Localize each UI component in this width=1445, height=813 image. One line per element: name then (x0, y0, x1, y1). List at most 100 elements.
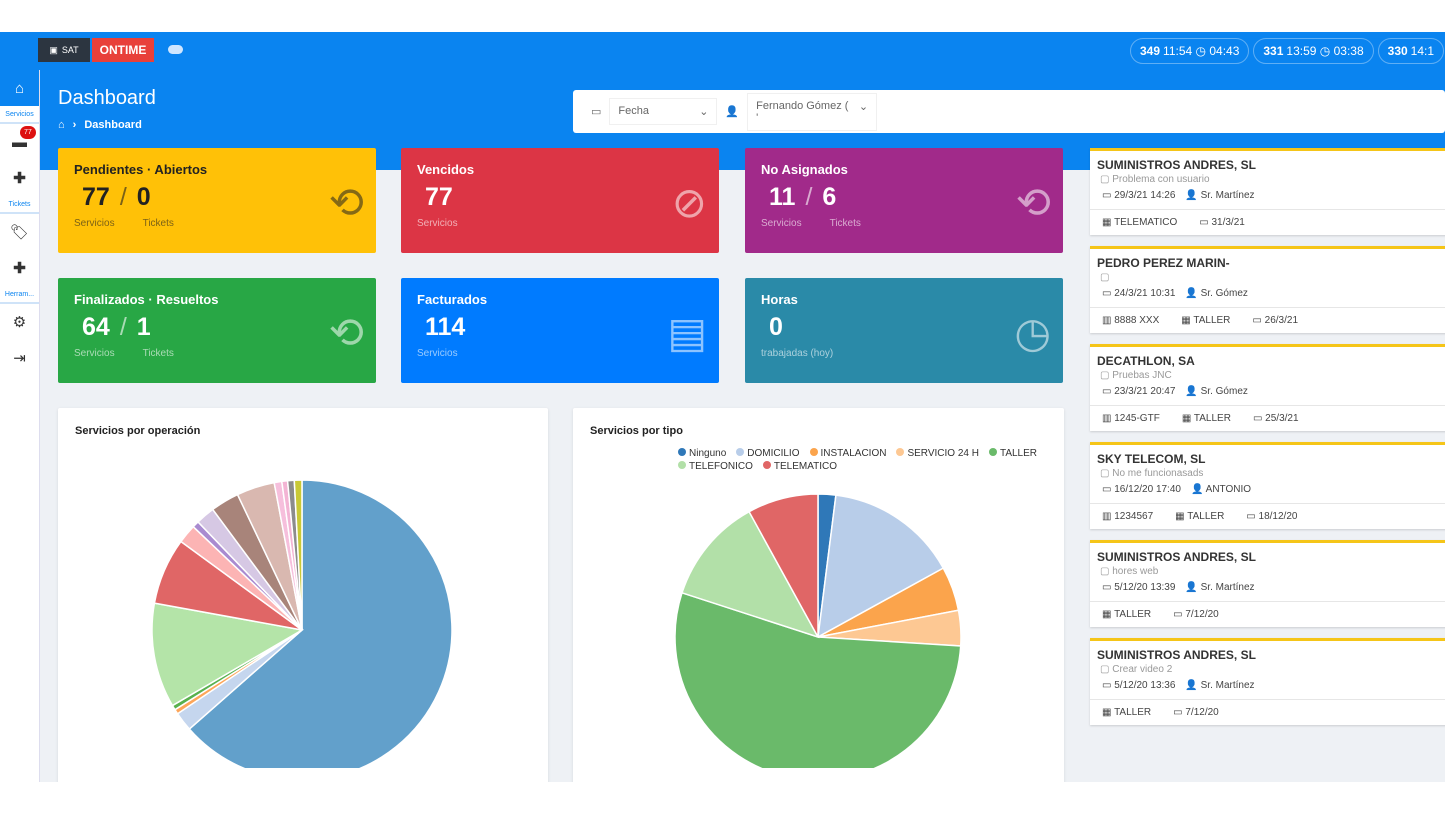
legend-item[interactable]: INSTALACION (809, 448, 886, 459)
chart-title: Servicios por tipo (590, 425, 683, 437)
legend-item[interactable]: SERVICIO 24 H (896, 448, 979, 459)
stat-title: Pendientes · Abiertos (74, 162, 208, 177)
logo-sat[interactable]: ▣ SAT (38, 38, 90, 62)
sidebar-label-tickets[interactable]: Tickets (0, 196, 39, 214)
stat-card[interactable]: Finalizados · Resueltos 64 / 1 Servicios Ti… (58, 278, 376, 383)
barcode-icon: ▥ (1102, 315, 1112, 326)
logo-ontime[interactable]: ONTIME (92, 38, 154, 62)
timer-id: 331 (1263, 44, 1284, 58)
tag-icon[interactable]: 🏷 (9, 224, 30, 241)
stat-title: Horas (761, 292, 798, 307)
logo-sat-label: SAT (61, 45, 79, 55)
calendar-icon: ▭ (1173, 707, 1183, 718)
stat-value-1: 11 (769, 183, 796, 211)
pie-slice[interactable] (674, 591, 962, 768)
date-select[interactable]: Fecha ⌄ (609, 98, 718, 125)
gear-icon[interactable]: ⚙ (12, 314, 27, 331)
sidebar-label-servicios[interactable]: Servicios (0, 106, 39, 124)
stat-card[interactable]: Horas 0 trabajadas (hoy) ◷ (745, 278, 1063, 383)
legend-item[interactable]: Ninguno (678, 448, 726, 459)
timer-pill[interactable]: 331 13:59 ◷ 03:38 (1253, 38, 1374, 64)
timer-pill[interactable]: 330 14:1 (1377, 38, 1445, 64)
pie-slice[interactable] (681, 510, 820, 639)
ticket-card[interactable]: DECATHLON, SA ▢ Pruebas JNC ▭ 23/3/21 20… (1090, 344, 1445, 431)
ticket-card[interactable]: SUMINISTROS ANDRES, SL ▢ Crear video 2 ▭… (1090, 638, 1445, 725)
ticket-due: 18/12/20 (1258, 511, 1298, 522)
breadcrumb-current: Dashboard (84, 119, 142, 131)
separator: / (119, 313, 127, 341)
stat-label-1: Servicios (74, 348, 115, 359)
services-icon[interactable]: ▬ 77 (0, 124, 39, 160)
timer-pill[interactable]: 349 11:54 ◷ 04:43 (1130, 38, 1250, 64)
separator: / (805, 183, 813, 211)
calendar-icon: ▭ (591, 106, 602, 118)
stat-card[interactable]: Vencidos 77 Servicios ⊘ (401, 148, 719, 253)
chevron-down-icon: ⌄ (699, 106, 709, 118)
stat-icon: ⟲ (328, 309, 364, 356)
ticket-technician: Sr. Gómez (1200, 288, 1248, 299)
ticket-client: SUMINISTROS ANDRES, SL (1097, 158, 1256, 172)
ticket-technician: Sr. Martínez (1200, 582, 1255, 593)
home-icon[interactable]: ⌂ (0, 70, 39, 106)
pie-slice[interactable] (293, 479, 303, 631)
ticket-client: PEDRO PEREZ MARIN- (1097, 256, 1230, 270)
chart-panel-operacion: Servicios por operación (58, 408, 548, 782)
calendar-icon: ▭ (1252, 413, 1263, 424)
theme-toggle[interactable] (168, 45, 183, 54)
user-icon: 👤 (1185, 386, 1198, 397)
add-tool-icon[interactable]: ✚ (13, 260, 26, 277)
calendar-icon: ▭ (1102, 386, 1112, 397)
pie-slice[interactable] (151, 602, 305, 707)
pie-slice[interactable] (748, 493, 819, 638)
sidebar-label-herramientas[interactable]: Herram... (0, 286, 39, 304)
stat-card[interactable]: No Asignados 11 / 6 Servicios Tickets ⟲ (745, 148, 1063, 253)
stat-title: No Asignados (761, 162, 848, 177)
stat-label-1: Servicios (74, 218, 115, 229)
logout-icon[interactable]: ⇥ (13, 350, 26, 367)
ticket-description: hores web (1112, 566, 1159, 577)
sidebar: ⌂ Servicios ▬ 77 ✚ Tickets 🏷 ✚ Herram... … (0, 70, 40, 782)
user-select[interactable]: Fernando Gómez ( ' ⌄ (747, 92, 878, 131)
stat-label-2: Tickets (829, 218, 861, 229)
ticket-list: SUMINISTROS ANDRES, SL ▢ Problema con us… (1090, 148, 1445, 736)
stat-icon: ◷ (1014, 309, 1051, 356)
stat-value-1: 64 (82, 313, 110, 341)
ticket-type: TALLER (1114, 707, 1152, 718)
ticket-due: 31/3/21 (1211, 217, 1245, 228)
calendar-icon: ▭ (1102, 288, 1112, 299)
building-icon: ▦ (1102, 217, 1112, 228)
user-icon: 👤 (1185, 680, 1198, 691)
home-crumb-icon[interactable]: ⌂ (58, 119, 65, 131)
legend-item[interactable]: TELEMATICO (762, 461, 837, 472)
stat-card[interactable]: Facturados 114 Servicios ▤ (401, 278, 719, 383)
ticket-due: 25/3/21 (1265, 413, 1299, 424)
ticket-technician: ANTONIO (1205, 484, 1252, 495)
stat-label-1: Servicios (761, 218, 802, 229)
ticket-card[interactable]: SKY TELECOM, SL ▢ No me funcionasads ▭ 1… (1090, 442, 1445, 529)
ticket-card[interactable]: SUMINISTROS ANDRES, SL ▢ Problema con us… (1090, 148, 1445, 235)
pie-slice[interactable] (188, 479, 453, 768)
ticket-card[interactable]: SUMINISTROS ANDRES, SL ▢ hores web ▭ 5/1… (1090, 540, 1445, 627)
add-ticket-icon[interactable]: ✚ (13, 170, 26, 187)
calendar-icon: ▭ (1252, 315, 1262, 326)
ticket-plate: 1234567 (1114, 511, 1154, 522)
legend-label: SERVICIO 24 H (907, 448, 979, 459)
timer-elapsed: 03:38 (1333, 44, 1364, 58)
legend-item[interactable]: TALLER (988, 448, 1037, 459)
legend-item[interactable]: TELEFONICO (678, 461, 753, 472)
stat-value-1: 114 (425, 313, 466, 341)
ticket-card[interactable]: PEDRO PEREZ MARIN- ▢ ▭ 24/3/21 10:31 👤 Sr… (1090, 246, 1445, 333)
barcode-icon: ▥ (1102, 511, 1112, 522)
stat-icon: ⟲ (328, 179, 364, 226)
legend-item[interactable]: DOMICILIO (736, 448, 800, 459)
ticket-date: 16/12/20 17:40 (1114, 484, 1181, 495)
user-icon: 👤 (1185, 288, 1198, 299)
ticket-technician: Sr. Martínez (1200, 190, 1255, 201)
user-select-value: Fernando Gómez ( ' (756, 99, 849, 124)
ticket-date: 23/3/21 20:47 (1114, 386, 1176, 397)
pie-slice[interactable] (817, 494, 945, 639)
stat-card[interactable]: Pendientes · Abiertos 77 / 0 Servicios Tick… (58, 148, 376, 253)
building-icon: ▦ (1175, 511, 1185, 522)
breadcrumb: ⌂ › Dashboard (58, 119, 142, 131)
building-icon: ▦ (1181, 315, 1191, 326)
